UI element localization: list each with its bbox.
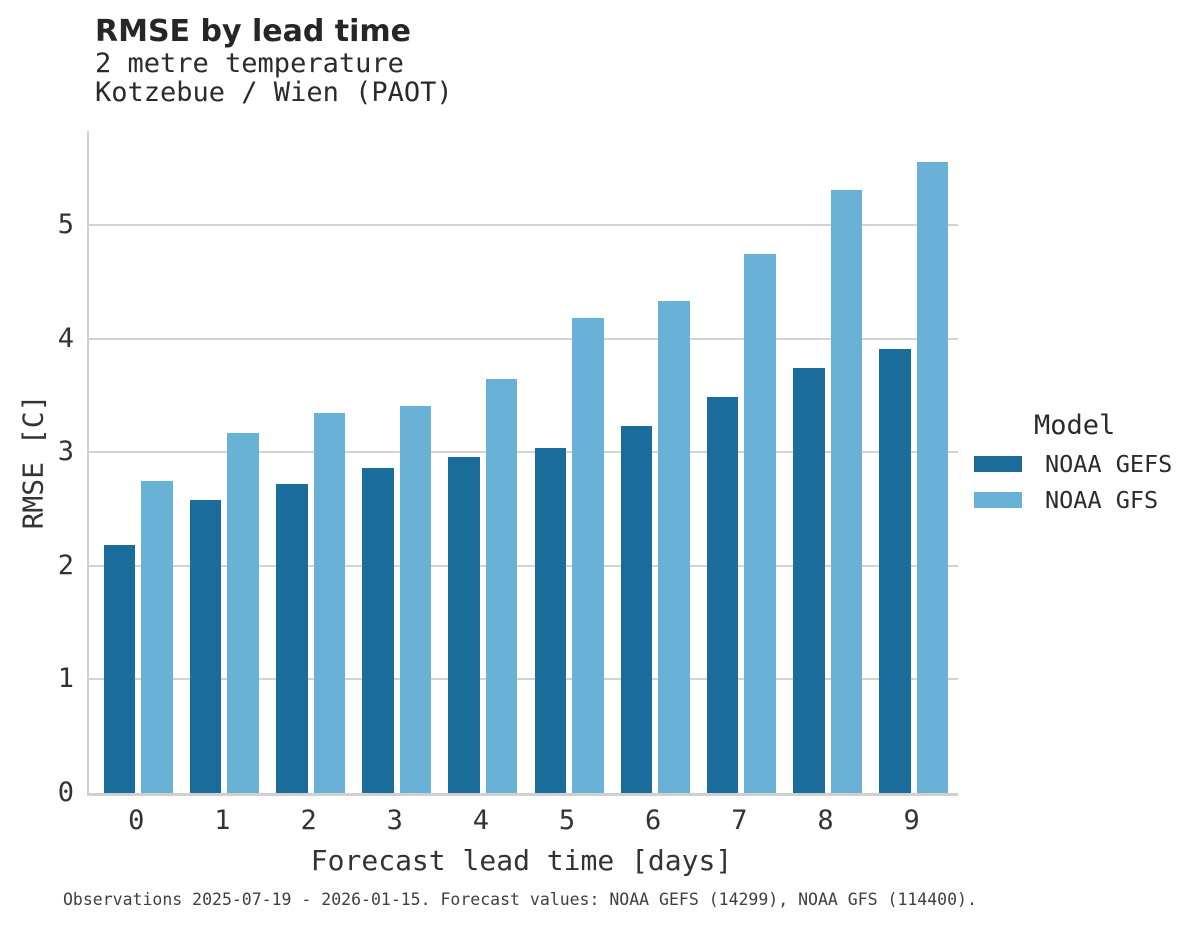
bar-noaa-gefs-day-1 <box>189 500 222 793</box>
legend-label-noaa-gfs: NOAA GFS <box>1045 486 1159 514</box>
bar-noaa-gfs-day-3 <box>399 405 432 793</box>
gridline-y-3 <box>87 451 958 454</box>
bar-noaa-gfs-day-7 <box>744 253 776 793</box>
bar-noaa-gfs-day-8 <box>830 190 862 793</box>
x-tick-label-3: 3 <box>386 805 403 836</box>
gridline-y-2 <box>87 564 958 567</box>
bar-noaa-gefs-day-2 <box>276 484 308 793</box>
bar-noaa-gefs-day-4 <box>448 456 480 793</box>
legend: Model NOAA GEFS NOAA GFS <box>974 410 1172 514</box>
y-tick-label-5: 5 <box>57 209 74 241</box>
chart-title: RMSE by lead time <box>95 14 411 49</box>
plot-area <box>87 131 958 796</box>
chart-subtitle: 2 metre temperature Kotzebue / Wien (PAOT… <box>95 48 453 108</box>
y-tick-label-0: 0 <box>57 777 74 808</box>
bar-noaa-gfs-day-4 <box>485 378 518 793</box>
x-tick-label-2: 2 <box>300 805 317 836</box>
y-tick-label-4: 4 <box>57 322 74 354</box>
gridline-y-1 <box>87 678 958 681</box>
bar-noaa-gefs-day-9 <box>879 349 911 793</box>
bar-noaa-gfs-day-5 <box>572 318 604 793</box>
bar-noaa-gefs-day-7 <box>706 396 739 793</box>
chart-subtitle-line2: Kotzebue / Wien (PAOT) <box>95 76 453 108</box>
gridline-y-5 <box>87 224 958 227</box>
x-tick-label-4: 4 <box>472 805 490 836</box>
y-tick-label-2: 2 <box>57 549 74 581</box>
x-tick-label-6: 6 <box>645 805 662 836</box>
bar-noaa-gefs-day-0 <box>103 545 136 793</box>
y-tick-label-1: 1 <box>57 663 74 695</box>
x-axis-label: Forecast lead time [days] <box>310 844 733 877</box>
legend-swatch-noaa-gefs <box>974 456 1022 472</box>
y-tick-label-3: 3 <box>57 436 74 468</box>
legend-swatch-noaa-gfs <box>974 492 1022 508</box>
x-tick-label-1: 1 <box>214 805 231 836</box>
chart-subtitle-line1: 2 metre temperature <box>95 48 404 79</box>
footer-caption: Observations 2025-07-19 - 2026-01-15. Fo… <box>63 890 977 909</box>
legend-entry-noaa-gefs: NOAA GEFS <box>974 450 1172 478</box>
bar-noaa-gefs-day-3 <box>362 468 394 793</box>
x-tick-label-9: 9 <box>903 805 920 836</box>
bar-noaa-gefs-day-8 <box>793 368 825 793</box>
legend-title: Model <box>1034 410 1116 441</box>
bar-noaa-gfs-day-1 <box>227 433 259 793</box>
bar-noaa-gfs-day-9 <box>916 161 949 793</box>
gridline-y-4 <box>87 337 958 340</box>
bar-noaa-gfs-day-0 <box>141 480 173 793</box>
x-tick-label-8: 8 <box>817 805 834 836</box>
x-tick-label-0: 0 <box>128 805 145 836</box>
bar-noaa-gfs-day-6 <box>658 301 690 793</box>
x-tick-label-5: 5 <box>558 805 576 836</box>
x-tick-label-7: 7 <box>731 805 748 836</box>
bar-noaa-gfs-day-2 <box>313 412 346 793</box>
bar-noaa-gefs-day-5 <box>534 447 567 793</box>
bar-noaa-gefs-day-6 <box>620 426 653 793</box>
legend-entry-noaa-gfs: NOAA GFS <box>974 486 1172 514</box>
legend-label-noaa-gefs: NOAA GEFS <box>1045 450 1173 478</box>
